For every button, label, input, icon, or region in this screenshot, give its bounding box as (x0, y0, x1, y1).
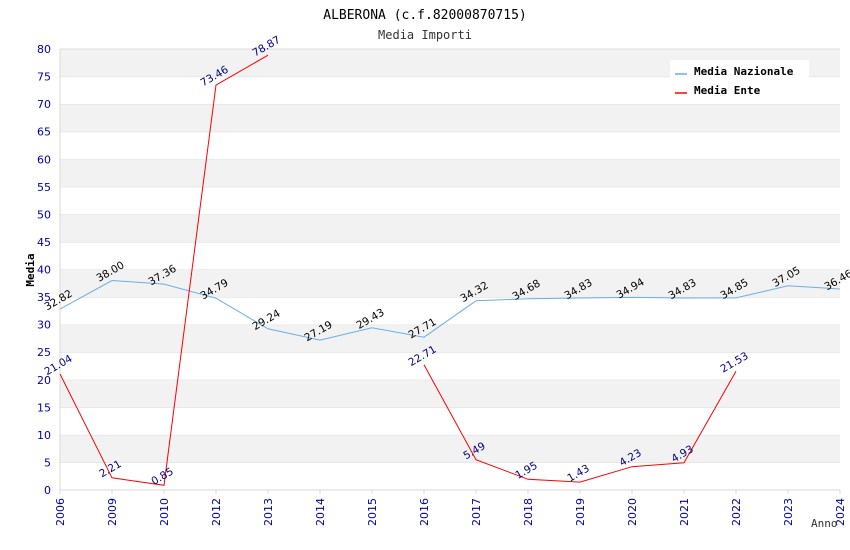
grid-band (60, 104, 840, 132)
legend-label-ente: Media Ente (694, 84, 761, 97)
y-tick-label: 35 (37, 291, 51, 304)
x-tick-label: 2019 (574, 498, 587, 526)
series-line-ente (423, 364, 737, 483)
y-tick-label: 0 (44, 484, 51, 497)
legend-box (670, 60, 809, 102)
y-tick-label: 75 (37, 71, 51, 84)
grid-band (60, 297, 840, 325)
y-tick-label: 70 (37, 98, 51, 111)
y-tick-label: 45 (37, 236, 51, 249)
grid-bands (60, 48, 840, 490)
x-tick-label: 2016 (418, 498, 431, 526)
series-line-ente (59, 54, 269, 486)
x-tick-label: 2024 (834, 498, 847, 526)
x-tick-label: 2010 (158, 498, 171, 526)
chart-title: ALBERONA (c.f.82000870715) (323, 8, 527, 23)
y-tick-label: 10 (37, 429, 51, 442)
grid-band (60, 462, 840, 490)
x-tick-label: 2022 (730, 498, 743, 526)
x-tick-label: 2013 (262, 498, 275, 526)
grid-band (60, 186, 840, 215)
x-tick-label: 2020 (626, 498, 639, 526)
y-tick-label: 65 (37, 126, 51, 139)
x-tick-label: 2017 (470, 498, 483, 526)
x-axis-label: Anno (811, 517, 838, 530)
y-tick-label: 20 (37, 374, 51, 387)
grid-band (60, 131, 840, 160)
y-axis-label: Media (24, 253, 37, 286)
y-tick-label: 15 (37, 401, 51, 414)
x-tick-label: 2014 (314, 498, 327, 526)
grid-band (60, 214, 840, 242)
y-tick-label: 25 (37, 346, 51, 359)
x-ticks: 2006 2009 2010 2012 2013 2014 2015 2016 2017 2018… (54, 490, 847, 526)
x-tick-label: 2012 (210, 498, 223, 526)
y-tick-label: 40 (37, 264, 51, 277)
legend: Media Nazionale Media Ente (670, 60, 809, 102)
x-tick-label: 2018 (522, 498, 535, 526)
y-tick-label: 30 (37, 319, 51, 332)
x-tick-label: 2015 (366, 498, 379, 526)
y-tick-label: 55 (37, 181, 51, 194)
x-tick-label: 2009 (106, 498, 119, 526)
grid-band (60, 379, 840, 408)
x-tick-label: 2006 (54, 498, 67, 526)
series-line-nazionale (59, 279, 841, 341)
y-ticks: 0 5 10 15 20 25 30 35 40 45 50 55 60 65 70 75 80 (37, 43, 51, 497)
grid-band (60, 324, 840, 353)
axes (59, 49, 840, 491)
x-tick-label: 2021 (678, 498, 691, 526)
y-tick-label: 80 (37, 43, 51, 56)
y-tick-label: 50 (37, 208, 51, 221)
legend-label-nazionale: Media Nazionale (694, 65, 794, 78)
chart-subtitle: Media Importi (378, 28, 472, 42)
grid-band (60, 352, 840, 380)
y-tick-label: 60 (37, 153, 51, 166)
grid-band (60, 159, 840, 187)
x-tick-label: 2023 (782, 498, 795, 526)
series-lines (59, 54, 841, 486)
grid-band (60, 241, 840, 270)
grid-band (60, 434, 840, 463)
y-tick-label: 5 (44, 456, 51, 469)
